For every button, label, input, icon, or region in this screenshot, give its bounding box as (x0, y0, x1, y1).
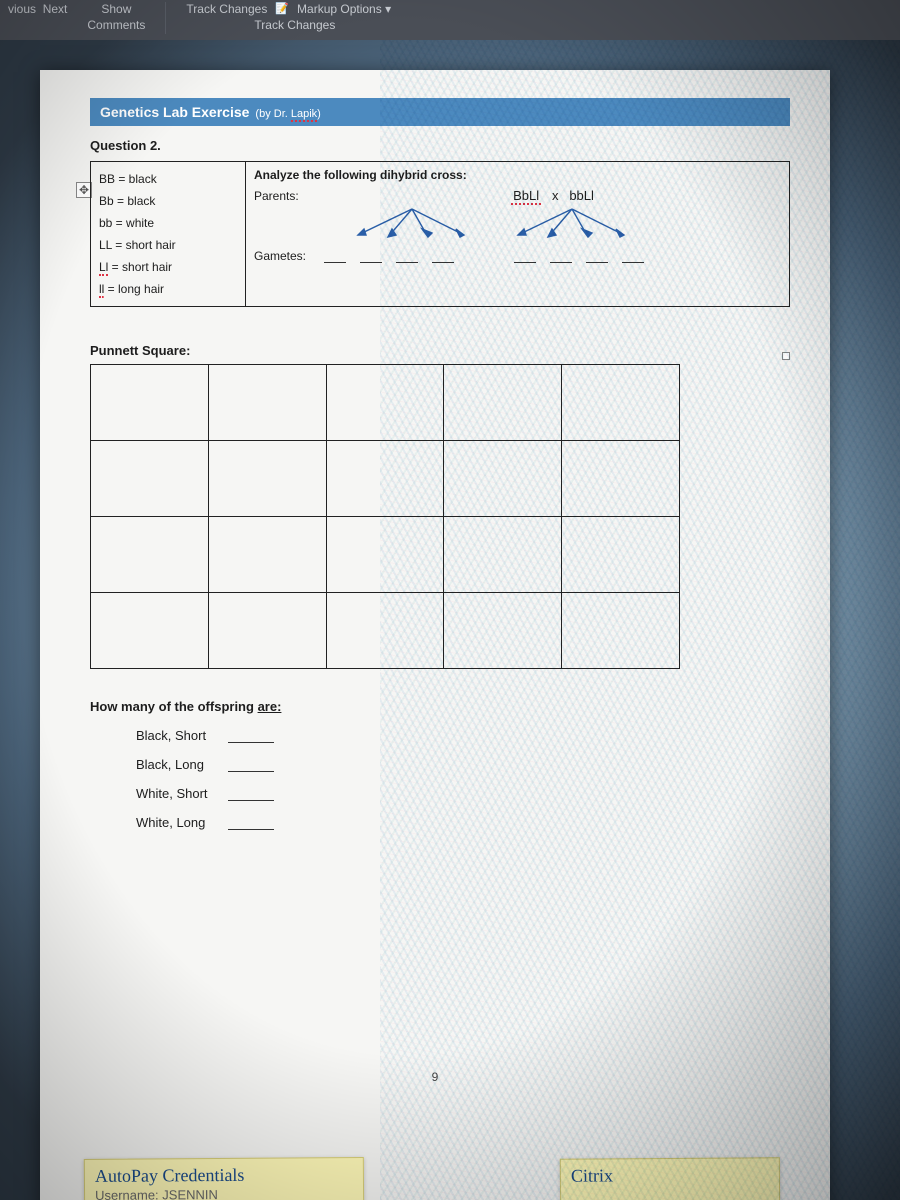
cross-panel: Analyze the following dihybrid cross: Pa… (246, 162, 789, 306)
offspring-row: Black, Long (136, 757, 790, 772)
offspring-blank[interactable] (228, 816, 274, 830)
offspring-row: White, Short (136, 786, 790, 801)
sticky-note-autopay[interactable]: AutoPay Credentials Username: JSENNIN (84, 1157, 364, 1200)
offspring-label: White, Short (136, 786, 214, 801)
gamete-blanks-right (514, 249, 644, 263)
legend-row: Ll = short hair (99, 256, 237, 278)
question-label: Question 2. (90, 138, 790, 153)
parent-cross: BbLl x bbLl (324, 188, 781, 203)
arrows-right-svg (512, 205, 632, 245)
nav-prev-next[interactable]: vious Next (8, 2, 67, 16)
parent-1: BbLl (511, 188, 541, 205)
track-changes-button[interactable]: Track Changes (186, 2, 267, 16)
legend-row: bb = white (99, 212, 237, 234)
ribbon: vious Next Show Comments Track Changes 📝… (0, 0, 900, 40)
table-resize-handle[interactable] (782, 352, 790, 360)
offspring-blank[interactable] (228, 758, 274, 772)
punnett-cell[interactable] (326, 441, 444, 517)
punnett-cell[interactable] (326, 365, 444, 441)
byline-name: Lapik (291, 108, 317, 122)
offspring-blank[interactable] (228, 729, 274, 743)
genotype-legend: BB = blackBb = blackbb = whiteLL = short… (91, 162, 246, 306)
punnett-cell[interactable] (91, 517, 209, 593)
page: Genetics Lab Exercise (by Dr. Lapik) Que… (40, 70, 830, 1200)
parents-label: Parents: (254, 189, 314, 203)
punnett-cell[interactable] (326, 593, 444, 669)
punnett-square (90, 364, 680, 669)
doc-byline: (by Dr. Lapik) (255, 108, 320, 120)
punnett-cell[interactable] (208, 365, 326, 441)
gamete-blank[interactable] (514, 249, 536, 263)
gamete-blank[interactable] (622, 249, 644, 263)
legend-row: BB = black (99, 168, 237, 190)
sticky1-line1: AutoPay Credentials (95, 1164, 353, 1186)
show-label: Show (101, 2, 131, 16)
offspring-section: How many of the offspring are: Black, Sh… (90, 699, 790, 830)
punnett-cell[interactable] (91, 441, 209, 517)
punnett-cell[interactable] (562, 441, 680, 517)
punnett-cell[interactable] (208, 593, 326, 669)
cross-x: x (552, 188, 559, 203)
offspring-header-a: How many of the offspring (90, 699, 258, 714)
offspring-blank[interactable] (228, 787, 274, 801)
punnett-cell[interactable] (444, 593, 562, 669)
arrows-left-svg (352, 205, 472, 245)
offspring-label: Black, Short (136, 728, 214, 743)
cross-definition-table: BB = blackBb = blackbb = whiteLL = short… (90, 161, 790, 307)
punnett-cell[interactable] (562, 365, 680, 441)
gametes-row: Gametes: (254, 243, 781, 263)
punnett-cell[interactable] (208, 441, 326, 517)
track-changes-section-label: Track Changes (254, 18, 335, 32)
legend-row: Bb = black (99, 190, 237, 212)
punnett-cell[interactable] (326, 517, 444, 593)
markup-options-dropdown[interactable]: Markup Options ▾ (297, 2, 391, 16)
gametes-label: Gametes: (254, 249, 314, 263)
offspring-label: White, Long (136, 815, 214, 830)
ribbon-separator (165, 2, 166, 34)
gamete-blank[interactable] (360, 249, 382, 263)
analyze-header: Analyze the following dihybrid cross: (254, 166, 781, 186)
doc-title: Genetics Lab Exercise (100, 104, 249, 120)
sticky1-line2: Username: JSENNIN (95, 1184, 353, 1200)
punnett-cell[interactable] (91, 365, 209, 441)
offspring-header-b: are: (258, 699, 282, 714)
punnett-cell[interactable] (91, 593, 209, 669)
sticky2-line1: Citrix (571, 1164, 769, 1185)
next-label: Next (43, 2, 68, 16)
legend-row: LL = short hair (99, 234, 237, 256)
offspring-row: White, Long (136, 815, 790, 830)
page-number: 9 (40, 1070, 830, 1084)
prev-label: vious (8, 2, 36, 16)
gamete-blank[interactable] (550, 249, 572, 263)
gamete-blank[interactable] (324, 249, 346, 263)
sticky-note-citrix[interactable]: Citrix (560, 1157, 780, 1200)
comments-label: Comments (87, 18, 145, 32)
inline-icon: 📝 (275, 2, 289, 16)
legend-row: ll = long hair (99, 278, 237, 300)
document-canvas: Genetics Lab Exercise (by Dr. Lapik) Que… (0, 40, 900, 1200)
title-bar: Genetics Lab Exercise (by Dr. Lapik) (90, 98, 790, 126)
show-comments-button[interactable]: Show Comments (87, 2, 145, 32)
gamete-arrows (254, 209, 781, 243)
punnett-label: Punnett Square: (90, 343, 790, 358)
punnett-cell[interactable] (444, 441, 562, 517)
offspring-row: Black, Short (136, 728, 790, 743)
punnett-cell[interactable] (444, 365, 562, 441)
punnett-cell[interactable] (562, 517, 680, 593)
gamete-blank[interactable] (586, 249, 608, 263)
gamete-blank[interactable] (396, 249, 418, 263)
parent-2: bbLl (569, 188, 594, 203)
gamete-blanks-left (324, 249, 454, 263)
offspring-header: How many of the offspring are: (90, 699, 790, 714)
punnett-cell[interactable] (208, 517, 326, 593)
offspring-label: Black, Long (136, 757, 214, 772)
track-changes-group: Track Changes 📝 Markup Options ▾ Track C… (186, 2, 391, 32)
punnett-cell[interactable] (562, 593, 680, 669)
punnett-cell[interactable] (444, 517, 562, 593)
gamete-blank[interactable] (432, 249, 454, 263)
